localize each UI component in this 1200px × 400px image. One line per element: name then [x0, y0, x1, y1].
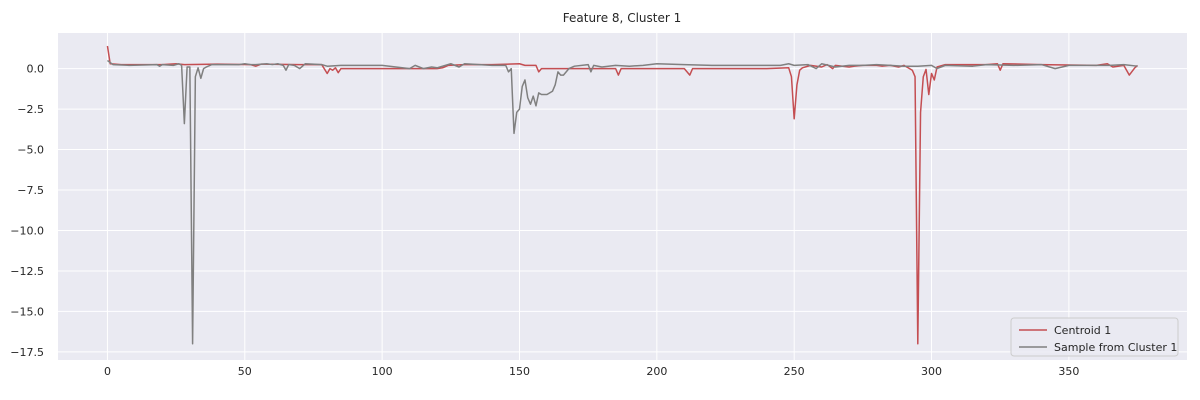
plot-area	[58, 33, 1187, 360]
y-tick-label: −10.0	[10, 224, 44, 237]
x-axis-ticks: 0 50 100 150 200 250 300 350	[104, 365, 1079, 378]
y-tick-label: −2.5	[17, 103, 44, 116]
x-tick-label: 300	[921, 365, 942, 378]
series-line-2	[107, 59, 1138, 345]
x-tick-label: 250	[784, 365, 805, 378]
series-lines	[106, 45, 1139, 345]
y-tick-label: −5.0	[17, 144, 44, 157]
y-tick-label: −7.5	[17, 184, 44, 197]
x-tick-label: 100	[372, 365, 393, 378]
y-axis-ticks: 0.0 −2.5 −5.0 −7.5 −10.0 −12.5 −15.0 −17.5	[10, 63, 44, 359]
y-tick-label: 0.0	[27, 63, 45, 76]
grid	[58, 33, 1187, 360]
legend: Centroid 1 Sample from Cluster 1	[1010, 317, 1179, 357]
x-tick-label: 150	[509, 365, 530, 378]
series-line-1	[106, 45, 1139, 345]
x-tick-label: 350	[1058, 365, 1079, 378]
x-tick-label: 0	[104, 365, 111, 378]
y-tick-label: −12.5	[10, 265, 44, 278]
y-tick-label: −17.5	[10, 346, 44, 359]
legend-label: Sample from Cluster 1	[1054, 341, 1177, 354]
y-tick-label: −15.0	[10, 305, 44, 318]
chart-title: Feature 8, Cluster 1	[563, 11, 681, 25]
x-tick-label: 200	[646, 365, 667, 378]
x-tick-label: 50	[238, 365, 252, 378]
legend-label: Centroid 1	[1054, 324, 1111, 337]
legend-box	[1010, 317, 1179, 357]
